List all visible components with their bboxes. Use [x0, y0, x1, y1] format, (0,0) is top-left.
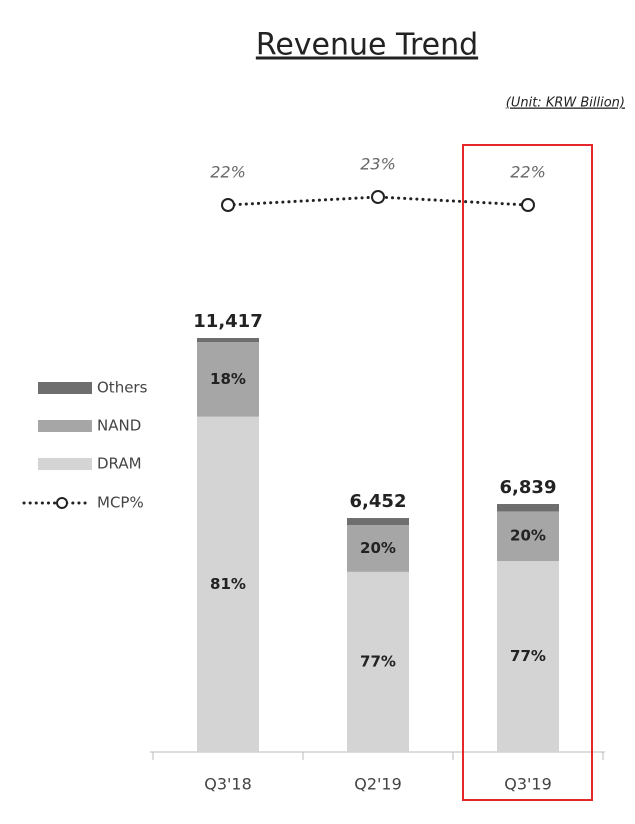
- legend-label: MCP%: [97, 494, 144, 512]
- highlight-box: [462, 144, 593, 801]
- bar-segment: [197, 342, 259, 417]
- bar-segment: [197, 416, 259, 752]
- legend-label: Others: [97, 379, 148, 397]
- total-label: 11,417: [193, 311, 262, 332]
- legend-swatch: [38, 458, 92, 470]
- segment-label: 20%: [510, 527, 546, 545]
- total-label: 6,452: [350, 491, 407, 512]
- segment-label: 77%: [510, 647, 546, 665]
- x-tick-label: Q3'18: [204, 775, 252, 794]
- legend-swatch: [38, 420, 92, 432]
- bar-segment: [497, 504, 559, 512]
- mcp-point: [371, 190, 385, 204]
- legend-label: DRAM: [97, 455, 142, 473]
- legend-label: NAND: [97, 417, 141, 435]
- bar-segment: [197, 338, 259, 343]
- legend-swatch: [38, 382, 92, 394]
- chart-title: Revenue Trend: [256, 28, 478, 63]
- mcp-point: [221, 198, 235, 212]
- mcp-label: 22%: [510, 163, 546, 182]
- mcp-label: 22%: [210, 163, 246, 182]
- unit-note: (Unit: KRW Billion): [506, 96, 625, 111]
- x-tick-label: Q2'19: [354, 775, 402, 794]
- bar-segment: [347, 571, 409, 752]
- mcp-line: [226, 195, 530, 207]
- segment-label: 18%: [210, 370, 246, 388]
- bar-segment: [497, 561, 559, 752]
- segment-label: 77%: [360, 652, 396, 670]
- legend-marker: [56, 497, 68, 509]
- bar-segment: [347, 518, 409, 526]
- bar-segment: [347, 525, 409, 572]
- segment-label: 81%: [210, 575, 246, 593]
- bar-segment: [497, 511, 559, 562]
- mcp-label: 23%: [360, 155, 396, 174]
- mcp-point: [521, 198, 535, 212]
- segment-label: 20%: [360, 539, 396, 557]
- total-label: 6,839: [500, 477, 557, 498]
- x-tick-label: Q3'19: [504, 775, 552, 794]
